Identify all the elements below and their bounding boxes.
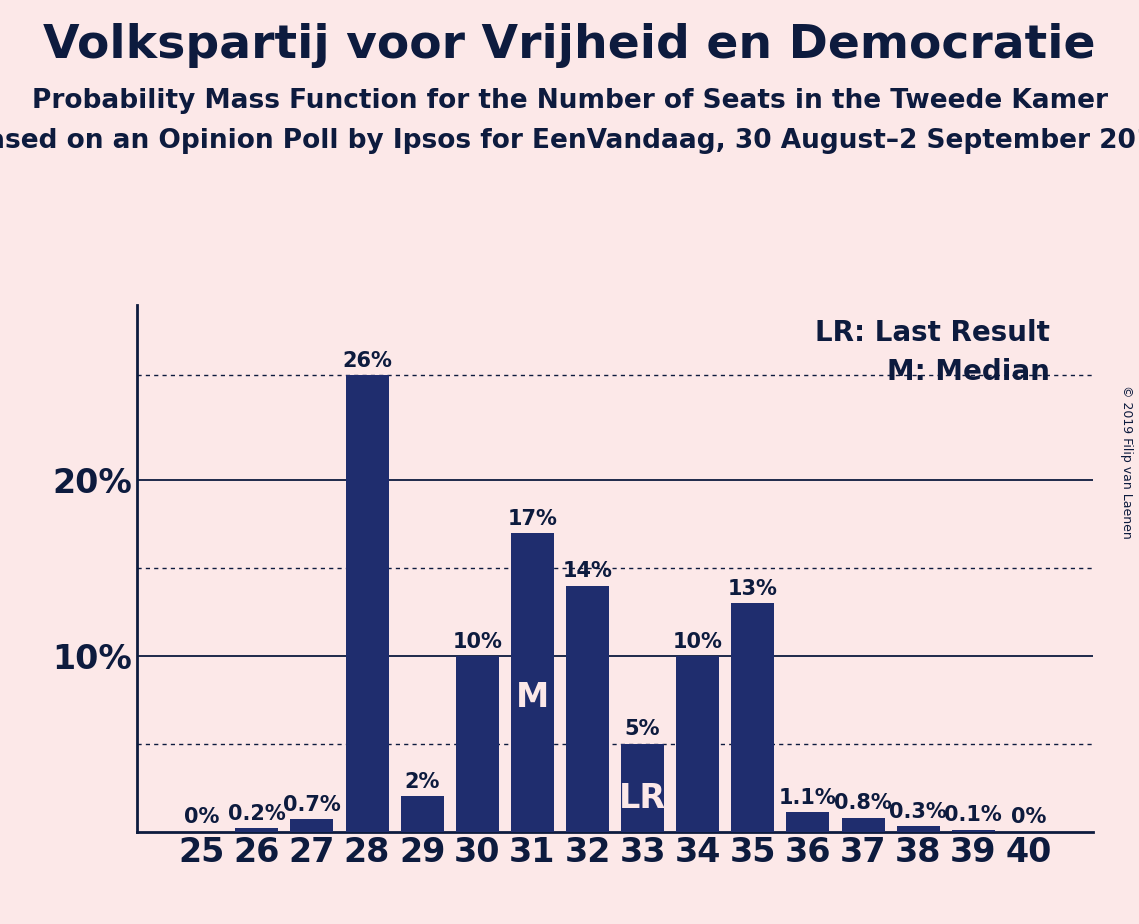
Bar (787, 812, 829, 832)
Text: 0%: 0% (1010, 808, 1046, 827)
Bar (896, 826, 940, 832)
Text: 17%: 17% (508, 509, 557, 529)
Text: Based on an Opinion Poll by Ipsos for EenVandaag, 30 August–2 September 2019: Based on an Opinion Poll by Ipsos for Ee… (0, 128, 1139, 153)
Text: 26%: 26% (342, 351, 392, 371)
Text: © 2019 Filip van Laenen: © 2019 Filip van Laenen (1121, 385, 1133, 539)
Text: 14%: 14% (563, 562, 613, 581)
Bar (842, 818, 885, 832)
Text: 0.7%: 0.7% (282, 795, 341, 815)
Bar (677, 656, 719, 832)
Text: 0.8%: 0.8% (834, 793, 892, 813)
Bar (236, 828, 278, 832)
Text: 0%: 0% (185, 808, 220, 827)
Text: 10%: 10% (452, 632, 502, 651)
Text: M: Median: M: Median (887, 358, 1050, 385)
Text: Probability Mass Function for the Number of Seats in the Tweede Kamer: Probability Mass Function for the Number… (32, 88, 1107, 114)
Text: 1.1%: 1.1% (779, 788, 837, 808)
Bar (456, 656, 499, 832)
Text: 5%: 5% (625, 720, 661, 739)
Bar (621, 744, 664, 832)
Text: 0.2%: 0.2% (228, 804, 286, 823)
Bar (401, 796, 443, 832)
Text: Volkspartij voor Vrijheid en Democratie: Volkspartij voor Vrijheid en Democratie (43, 23, 1096, 68)
Text: LR: LR (620, 782, 666, 815)
Text: M: M (516, 681, 549, 714)
Bar (511, 533, 554, 832)
Bar (290, 820, 334, 832)
Bar (345, 375, 388, 832)
Text: 0.1%: 0.1% (944, 806, 1002, 825)
Bar (952, 830, 994, 832)
Text: 0.3%: 0.3% (890, 802, 948, 822)
Bar (731, 603, 775, 832)
Bar (566, 586, 609, 832)
Text: 13%: 13% (728, 579, 778, 599)
Text: 10%: 10% (673, 632, 722, 651)
Text: 2%: 2% (404, 772, 440, 792)
Text: LR: Last Result: LR: Last Result (816, 319, 1050, 347)
